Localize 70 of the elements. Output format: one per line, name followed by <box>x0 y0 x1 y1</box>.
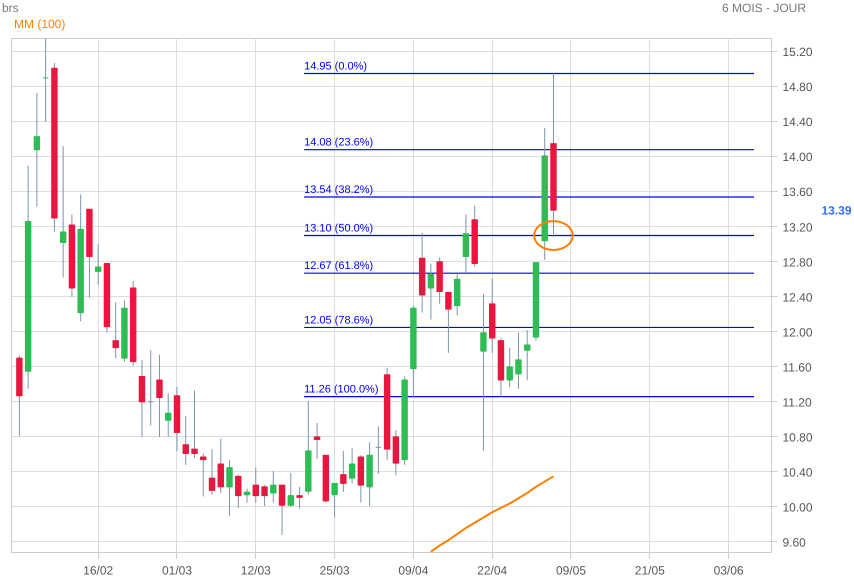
y-tick-label: 14.40 <box>782 115 813 130</box>
x-tick-label: 16/02 <box>83 564 114 578</box>
candlestick <box>270 470 277 504</box>
ref-line-label: 12.67 (61.8%) <box>304 260 374 272</box>
candlestick <box>42 38 49 122</box>
y-tick-label: 14.80 <box>782 80 813 94</box>
y-tick-label: 12.00 <box>782 325 813 340</box>
ref-line-label: 13.54 (38.2%) <box>304 184 374 196</box>
y-tick-label: 10.40 <box>782 465 813 480</box>
candlestick <box>60 146 66 278</box>
candlestick <box>200 453 206 497</box>
candlestick <box>208 448 216 496</box>
y-tick-label: 12.40 <box>782 290 813 304</box>
candlestick <box>261 484 268 507</box>
ref-line-label: 13.10 (50.0%) <box>304 222 374 235</box>
candlestick <box>480 294 487 452</box>
candlestick <box>165 392 172 438</box>
candlestick <box>34 92 40 208</box>
candlestick <box>94 244 102 286</box>
x-tick-label: 01/03 <box>162 564 192 578</box>
ref-line-label: 14.95 (0.0%) <box>304 60 368 73</box>
x-tick-label: 21/05 <box>634 564 666 578</box>
x-tick-label: 09/04 <box>398 564 429 578</box>
candlestick <box>288 472 294 508</box>
candlestick <box>340 450 347 493</box>
candlestick <box>375 426 382 474</box>
candlestick <box>428 263 434 320</box>
y-tick-label: 13.20 <box>782 220 813 234</box>
candlestick <box>252 467 259 504</box>
y-tick-label: 10.00 <box>782 500 813 514</box>
candlestick <box>148 350 154 426</box>
y-tick-label: 10.80 <box>782 430 813 444</box>
y-tick-label: 14.00 <box>782 150 813 164</box>
y-tick-label: 13.60 <box>782 185 813 200</box>
text: MM (100) <box>14 16 66 33</box>
y-tick-label: 12.80 <box>782 255 813 270</box>
ref-line-label: 14.08 (23.6%) <box>304 136 374 149</box>
candlestick <box>244 488 250 504</box>
line-series <box>430 475 554 552</box>
candlestick <box>506 347 513 388</box>
candlestick <box>156 354 163 438</box>
y-tick-label: 9.60 <box>782 535 806 550</box>
candlestick <box>112 302 119 359</box>
chart-title: brs <box>2 0 19 17</box>
candlestick <box>296 486 303 510</box>
candlestick <box>348 448 356 484</box>
candlestick <box>462 214 470 273</box>
ref-line-label: 12.05 (78.6%) <box>304 314 374 326</box>
text: 13.39 <box>822 204 852 218</box>
candlestick <box>515 332 522 390</box>
candlestick <box>278 484 286 536</box>
x-tick-label: 09/05 <box>556 564 586 578</box>
candlestick <box>182 415 189 466</box>
y-tick-label: 11.60 <box>782 360 812 374</box>
text: 6 MOIS - JOUR <box>722 0 806 17</box>
candlestick <box>314 422 320 460</box>
candlestick <box>218 438 224 494</box>
y-tick-label: 15.20 <box>782 45 813 60</box>
candlestick <box>331 482 338 518</box>
x-tick-label: 22/04 <box>477 564 508 578</box>
x-tick-label: 25/03 <box>320 564 350 578</box>
x-tick-label: 12/03 <box>240 564 272 578</box>
candlestick <box>524 330 530 380</box>
x-tick-label: 03/06 <box>714 564 744 578</box>
candlestick <box>191 390 198 458</box>
candlestick <box>235 474 242 508</box>
candlestick <box>445 292 452 354</box>
candlestick <box>226 459 233 516</box>
ref-line-label: 11.26 (100.0%) <box>304 384 379 396</box>
y-tick-label: 11.20 <box>782 395 812 410</box>
